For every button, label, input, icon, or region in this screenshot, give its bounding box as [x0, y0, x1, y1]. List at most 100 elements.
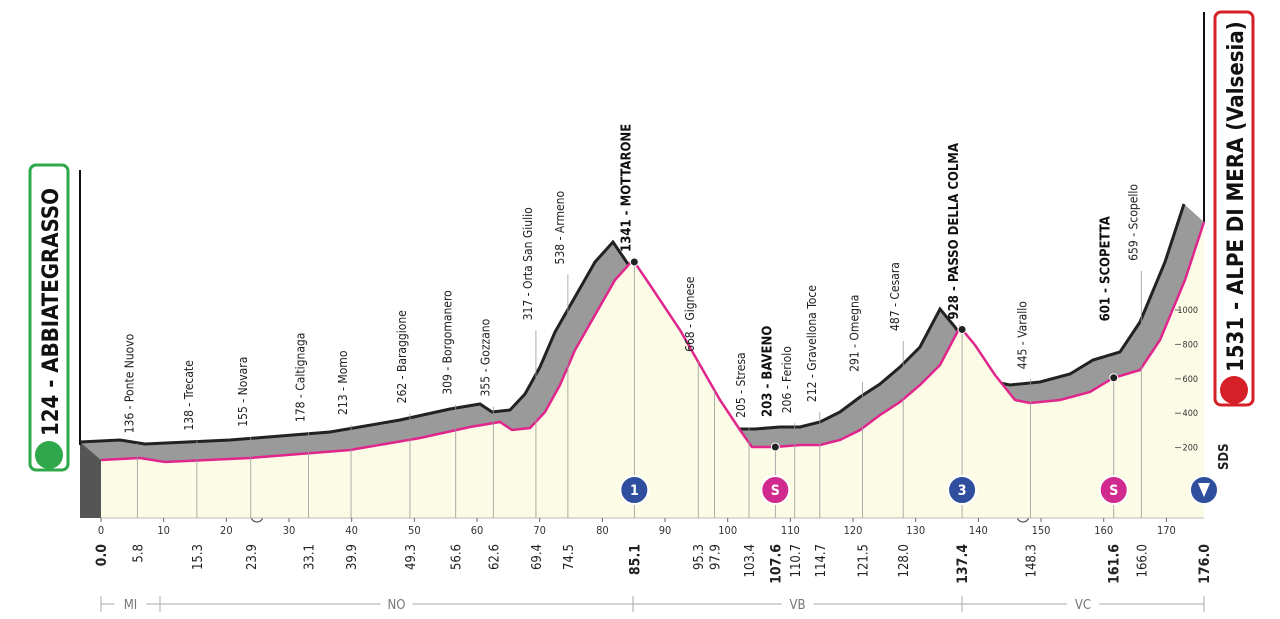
km-label: 69.4 — [530, 544, 545, 570]
waypoint-label: 659 - Scopello — [1126, 184, 1140, 261]
waypoint-label: 138 - Trecate — [182, 360, 196, 431]
km-tick-label: 130 — [906, 524, 925, 537]
altitude-tick-label: 600 — [1183, 375, 1198, 385]
km-tick-label: 80 — [596, 524, 609, 537]
km-label: 148.3 — [1024, 544, 1039, 577]
km-tick-label: 170 — [1157, 524, 1176, 537]
km-label: 62.6 — [487, 544, 502, 570]
km-label: 0.0 — [94, 544, 110, 567]
badge-circle — [760, 475, 791, 505]
profile-area — [101, 222, 1204, 518]
badge-label: S — [1109, 483, 1118, 499]
region-label-bg — [781, 595, 814, 613]
altitude-tick-label: 1000 — [1177, 306, 1198, 316]
badge-label: S — [771, 483, 780, 499]
start-badge — [28, 163, 70, 472]
km-tick-label: 10 — [157, 524, 170, 537]
km-label: 74.5 — [562, 544, 577, 570]
km-tick-label: 30 — [283, 524, 296, 537]
km-label: 56.6 — [450, 544, 465, 570]
km-tick-label: 100 — [718, 524, 737, 537]
km-tick-label: 120 — [844, 524, 863, 537]
km-tick-label: 40 — [345, 524, 358, 537]
km-label: 166.0 — [1135, 544, 1150, 577]
km-label: 85.1 — [627, 544, 643, 575]
waypoint-label: 445 - Varallo — [1015, 301, 1029, 369]
waypoint-label: 262 - Baraggione — [395, 310, 409, 404]
start-icon — [35, 441, 63, 469]
logo: SDS — [1217, 443, 1232, 470]
waypoint-label: 601 - SCOPETTA — [1099, 216, 1114, 321]
region-label: VC — [1075, 598, 1091, 613]
altitude-tick-label: 200 — [1183, 444, 1198, 454]
km-label: 107.6 — [768, 544, 784, 584]
km-label: 114.7 — [814, 544, 829, 577]
region-label: MI — [124, 598, 138, 613]
km-label: 176.0 — [1197, 544, 1213, 584]
waypoint-label: 487 - Cesara — [888, 262, 902, 331]
badge-circle — [619, 475, 650, 505]
km-label: 110.7 — [789, 544, 804, 577]
waypoint-label: 155 - Novara — [236, 357, 250, 427]
badge-label: 1 — [630, 483, 639, 499]
km-label: 33.1 — [302, 544, 317, 570]
region-label: NO — [388, 598, 406, 613]
region-label-bg — [1067, 595, 1099, 613]
km-label: 15.3 — [191, 544, 206, 570]
waypoint-label: 136 - Ponte Nuovo — [122, 333, 136, 433]
altitude-tick-label: 400 — [1183, 409, 1198, 419]
waypoint-label: 538 - Armeno — [553, 190, 567, 264]
km-label: 161.6 — [1107, 544, 1123, 584]
waypoint-label: 309 - Borgomanero — [441, 290, 455, 395]
waypoint-label: 178 - Caltignaga — [293, 333, 307, 423]
km-label: 137.4 — [955, 544, 971, 584]
waypoint-label: 928 - PASSO DELLA COLMA — [947, 143, 962, 320]
region-label-bg — [114, 595, 147, 613]
waypoint-label: 355 - Gozzano — [478, 318, 492, 396]
waypoint-label: 668 - Gignese — [683, 276, 697, 352]
badge-circle — [947, 475, 978, 505]
km-label: 128.0 — [897, 544, 912, 577]
finish-marker-icon — [1198, 483, 1210, 497]
km-tick-label: 90 — [659, 524, 672, 537]
km-tick-label: 0 — [98, 524, 104, 537]
waypoint-label: 212 - Gravellona Toce — [805, 285, 819, 402]
km-label: 103.4 — [743, 544, 758, 577]
badge-label: 3 — [958, 483, 967, 499]
region-label-bg — [380, 595, 413, 613]
km-label: 5.8 — [131, 544, 146, 563]
waypoint-label: 291 - Omegna — [847, 295, 861, 372]
km-tick-label: 140 — [969, 524, 988, 537]
profile-side — [80, 443, 101, 518]
km-tick-label: 70 — [533, 524, 546, 537]
km-tick-label: 20 — [220, 524, 233, 537]
km-label: 121.5 — [856, 544, 871, 577]
km-label: 23.9 — [245, 544, 260, 570]
km-label: 95.3 — [692, 544, 707, 570]
badge-circle — [1098, 475, 1129, 505]
km-tick-label: 160 — [1094, 524, 1113, 537]
waypoint-label: 213 - Momo — [336, 350, 350, 415]
km-tick-label: 60 — [471, 524, 484, 537]
finish-name: 1531 - ALPE DI MERA (Valsesia) — [1224, 21, 1249, 372]
waypoint-label: 206 - Feriolo — [780, 346, 794, 414]
finish-badge — [1213, 10, 1255, 407]
waypoint-label: 203 - BAVENO — [760, 326, 775, 417]
finish-icon — [1220, 376, 1248, 404]
region-label: VB — [789, 598, 805, 613]
summit-dot — [1109, 373, 1119, 383]
km-label: 39.9 — [345, 544, 360, 570]
waypoint-label: 1341 - MOTTARONE — [619, 124, 634, 252]
km-tick-label: 110 — [781, 524, 800, 537]
altitude-tick-label: 800 — [1183, 340, 1198, 350]
km-tick-label: 150 — [1032, 524, 1051, 537]
summit-dot — [629, 257, 639, 267]
start-name: 124 - ABBIATEGRASSO — [39, 188, 64, 436]
km-label: 97.9 — [709, 544, 724, 570]
waypoint-label: 317 - Orta San Giulio — [521, 207, 535, 321]
km-tick-label: 50 — [408, 524, 421, 537]
km-label: 49.3 — [404, 544, 419, 570]
summit-dot — [957, 325, 967, 335]
